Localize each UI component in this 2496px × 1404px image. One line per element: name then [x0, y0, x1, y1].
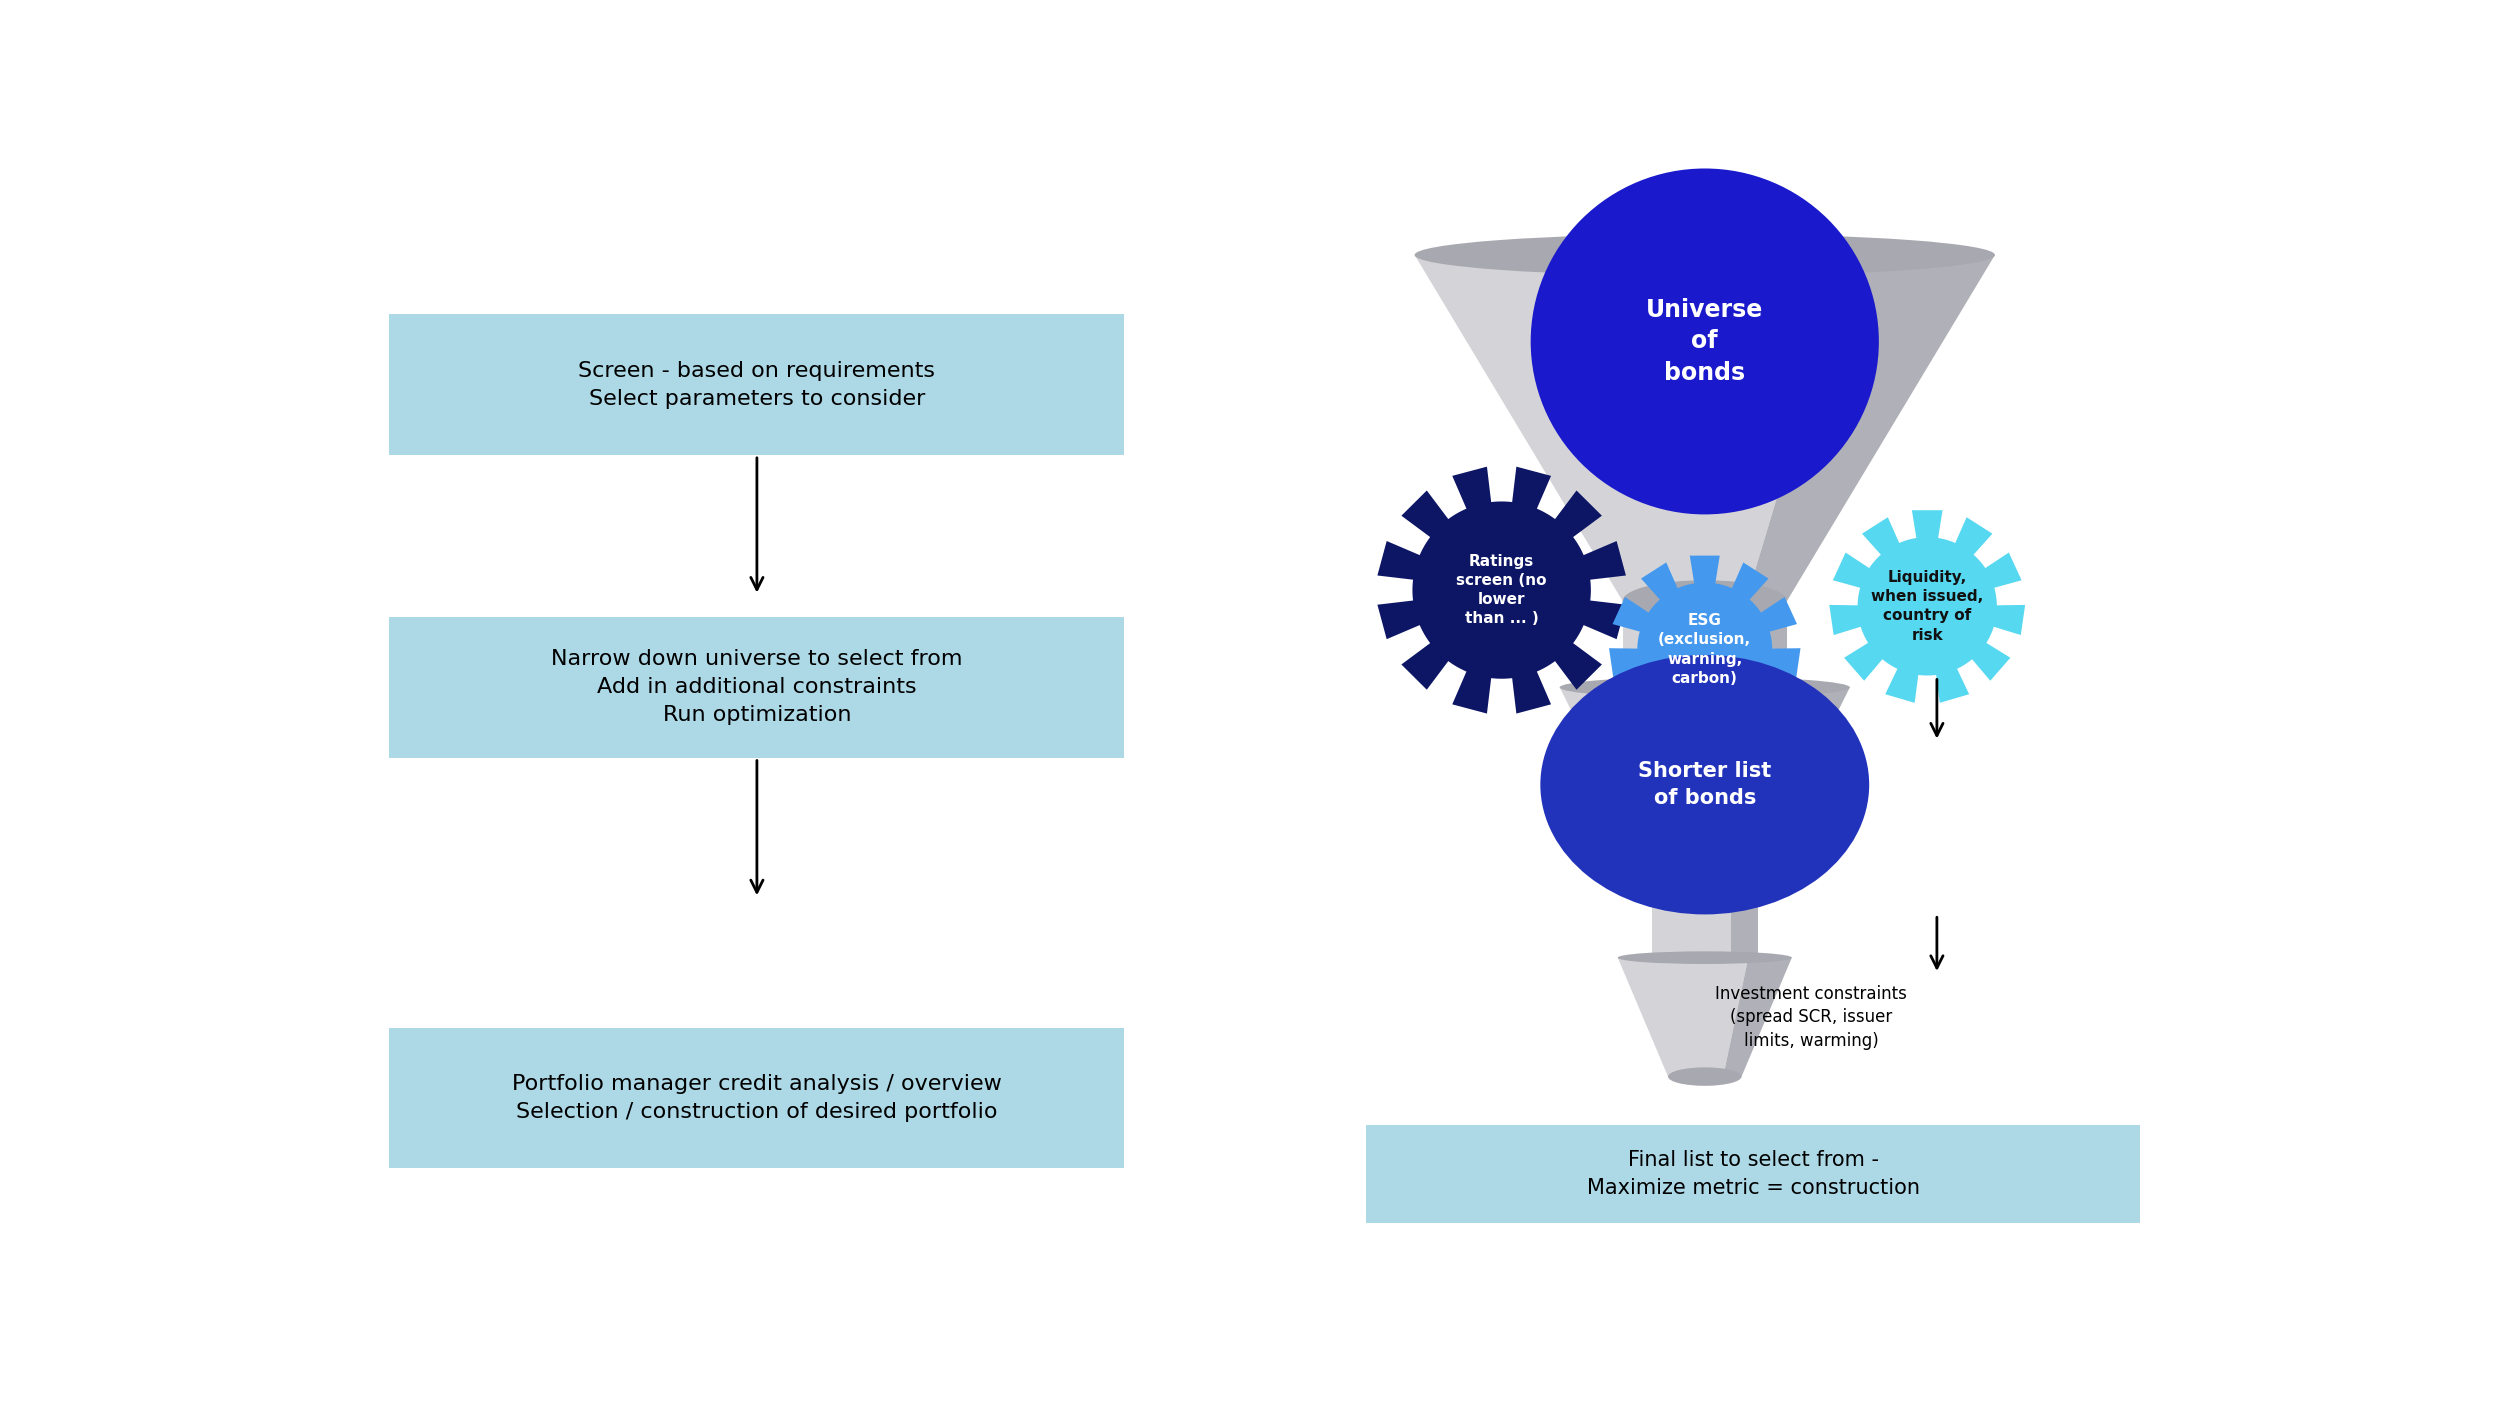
- Ellipse shape: [1415, 234, 1994, 277]
- Text: Narrow down universe to select from
Add in additional constraints
Run optimizati: Narrow down universe to select from Add …: [552, 650, 963, 726]
- Text: Liquidity,
when issued,
country of
risk: Liquidity, when issued, country of risk: [1872, 570, 1984, 643]
- Polygon shape: [1560, 688, 1777, 870]
- Polygon shape: [1745, 601, 1787, 688]
- Polygon shape: [1722, 958, 1792, 1077]
- Text: Portfolio manager credit analysis / overview
Selection / construction of desired: Portfolio manager credit analysis / over…: [512, 1074, 1001, 1122]
- Text: Screen - based on requirements
Select parameters to consider: Screen - based on requirements Select pa…: [579, 361, 936, 409]
- Ellipse shape: [1617, 952, 1792, 965]
- Text: Investment constraints
(spread SCR, issuer
limits, warming): Investment constraints (spread SCR, issu…: [1715, 984, 1907, 1050]
- Polygon shape: [1622, 601, 1745, 688]
- Polygon shape: [1745, 256, 1994, 601]
- FancyBboxPatch shape: [389, 1028, 1123, 1168]
- Text: Shorter list
of bonds: Shorter list of bonds: [1637, 761, 1772, 807]
- Polygon shape: [1610, 556, 1800, 744]
- FancyBboxPatch shape: [389, 314, 1123, 455]
- Ellipse shape: [1667, 1067, 1742, 1085]
- Polygon shape: [1732, 870, 1757, 958]
- Ellipse shape: [1540, 654, 1870, 914]
- Polygon shape: [1830, 510, 2024, 703]
- Text: Final list to select from -
Maximize metric = construction: Final list to select from - Maximize met…: [1587, 1150, 1919, 1198]
- FancyBboxPatch shape: [389, 618, 1123, 758]
- Polygon shape: [1652, 870, 1732, 958]
- Ellipse shape: [1530, 168, 1879, 514]
- Ellipse shape: [1622, 580, 1787, 622]
- Polygon shape: [1732, 688, 1850, 870]
- Polygon shape: [1378, 466, 1625, 713]
- Polygon shape: [1617, 958, 1747, 1077]
- Ellipse shape: [1560, 677, 1850, 698]
- FancyBboxPatch shape: [1365, 1125, 2139, 1223]
- Text: ESG
(exclusion,
warning,
carbon): ESG (exclusion, warning, carbon): [1657, 614, 1752, 687]
- Ellipse shape: [1652, 858, 1757, 885]
- Polygon shape: [1415, 256, 1850, 601]
- Text: Universe
of
bonds: Universe of bonds: [1647, 298, 1762, 385]
- Text: Ratings
screen (no
lower
than ... ): Ratings screen (no lower than ... ): [1455, 553, 1548, 626]
